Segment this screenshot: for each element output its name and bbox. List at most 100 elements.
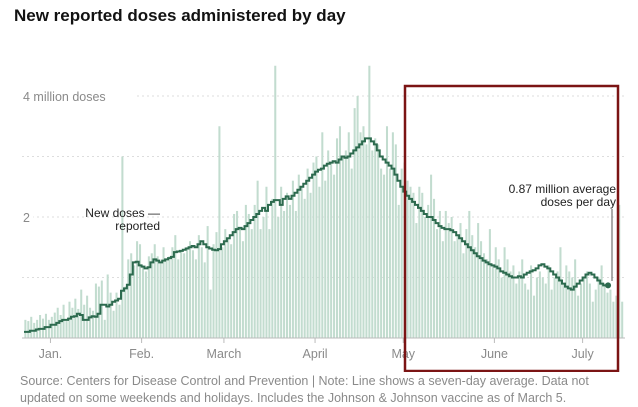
daily-dose-bar: [94, 283, 97, 338]
average-annotation-line: doses per day: [541, 195, 616, 209]
y-tick-label-bg: [20, 88, 136, 104]
x-tick-label: March: [207, 347, 242, 361]
daily-dose-bar: [353, 108, 356, 338]
y-tick-label: 2: [23, 211, 30, 225]
x-tick-label: May: [391, 347, 415, 361]
daily-dose-bar: [565, 265, 568, 338]
source-note: Source: Centers for Disease Control and …: [20, 374, 589, 405]
daily-dose-bar: [535, 277, 538, 338]
daily-dose-bar: [121, 156, 124, 338]
daily-dose-bar: [71, 307, 74, 338]
daily-dose-bar: [77, 308, 80, 338]
daily-dose-bar: [430, 174, 433, 338]
daily-dose-bar: [133, 265, 136, 338]
daily-dose-bar: [197, 235, 200, 338]
daily-dose-bar: [435, 229, 438, 338]
daily-dose-bar: [556, 271, 559, 338]
daily-dose-bar: [174, 235, 177, 338]
daily-dose-bar: [400, 168, 403, 338]
daily-dose-bar: [612, 301, 615, 338]
daily-dose-bar: [571, 277, 574, 338]
daily-dose-bar: [162, 247, 165, 338]
daily-dose-bar: [136, 241, 139, 338]
daily-dose-bar: [150, 253, 153, 338]
daily-dose-bar: [368, 65, 371, 338]
daily-dose-bar: [438, 210, 441, 338]
daily-dose-bar: [356, 96, 359, 338]
daily-dose-bar: [324, 180, 327, 338]
daily-dose-bar: [468, 210, 471, 338]
daily-dose-bar: [147, 256, 150, 338]
daily-dose-bar: [139, 244, 142, 338]
daily-dose-bar: [333, 174, 336, 338]
daily-dose-bar: [621, 301, 624, 338]
daily-dose-bar: [550, 289, 553, 338]
daily-dose-bar: [227, 238, 230, 338]
daily-dose-bar: [100, 280, 103, 338]
daily-dose-bar: [224, 229, 227, 338]
daily-dose-bar: [397, 204, 400, 338]
daily-dose-bar: [585, 271, 588, 338]
daily-dose-bar: [347, 132, 350, 338]
daily-dose-bar: [109, 292, 112, 338]
daily-dose-bar: [159, 262, 162, 338]
daily-dose-bar: [171, 247, 174, 338]
daily-dose-bar: [497, 259, 500, 338]
daily-dose-bar: [156, 256, 159, 338]
daily-dose-bar: [118, 304, 121, 338]
bars-group: [24, 65, 624, 338]
daily-dose-bar: [200, 247, 203, 338]
daily-dose-bar: [180, 250, 183, 338]
daily-dose-bar: [544, 283, 547, 338]
daily-dose-bar: [277, 217, 280, 338]
daily-dose-bar: [606, 292, 609, 338]
daily-dose-bar: [597, 277, 600, 338]
daily-dose-bar: [27, 321, 30, 338]
daily-dose-bar: [30, 316, 33, 338]
daily-dose-bar: [509, 271, 512, 338]
x-tick-label: Feb.: [129, 347, 154, 361]
daily-dose-bar: [312, 162, 315, 338]
daily-dose-bar: [362, 126, 365, 338]
daily-dose-bar: [39, 315, 42, 338]
daily-dose-bar: [315, 156, 318, 338]
daily-dose-bar: [547, 265, 550, 338]
daily-dose-bar: [588, 283, 591, 338]
daily-dose-bar: [365, 144, 368, 338]
daily-dose-bar: [59, 315, 62, 338]
daily-dose-bar: [253, 204, 256, 338]
daily-dose-bar: [532, 295, 536, 338]
daily-dose-bar: [259, 229, 262, 338]
daily-dose-bar: [280, 186, 283, 338]
daily-dose-bar: [480, 241, 483, 338]
seven-day-average-line: [24, 137, 610, 333]
daily-dose-bar: [80, 289, 83, 338]
daily-dose-bar: [115, 292, 118, 338]
daily-dose-bar: [412, 192, 415, 338]
daily-dose-bar: [330, 162, 333, 338]
daily-dose-bar: [321, 132, 324, 338]
daily-dose-bar: [274, 65, 277, 338]
daily-dose-bar: [218, 126, 221, 338]
daily-dose-bar: [553, 277, 556, 338]
daily-dose-bar: [591, 301, 594, 338]
average-end-dot: [605, 282, 612, 289]
daily-dose-bar: [306, 168, 309, 338]
daily-dose-bar: [521, 259, 524, 338]
daily-dose-bar: [341, 156, 344, 338]
daily-dose-bar: [206, 226, 209, 338]
daily-dose-bar: [165, 259, 168, 338]
daily-dose-bar: [303, 198, 306, 338]
daily-dose-bar: [471, 235, 474, 338]
daily-dose-bar: [230, 244, 233, 338]
daily-dose-bar: [297, 174, 300, 338]
daily-dose-bar: [241, 241, 244, 338]
daily-dose-bar: [24, 319, 27, 338]
daily-dose-bar: [541, 277, 544, 338]
x-tick-label: April: [303, 347, 328, 361]
daily-dose-bar: [433, 198, 436, 338]
daily-dose-bar: [488, 229, 491, 338]
daily-dose-bar: [409, 186, 412, 338]
daily-dose-bar: [91, 310, 95, 338]
daily-dose-bar: [512, 265, 515, 338]
